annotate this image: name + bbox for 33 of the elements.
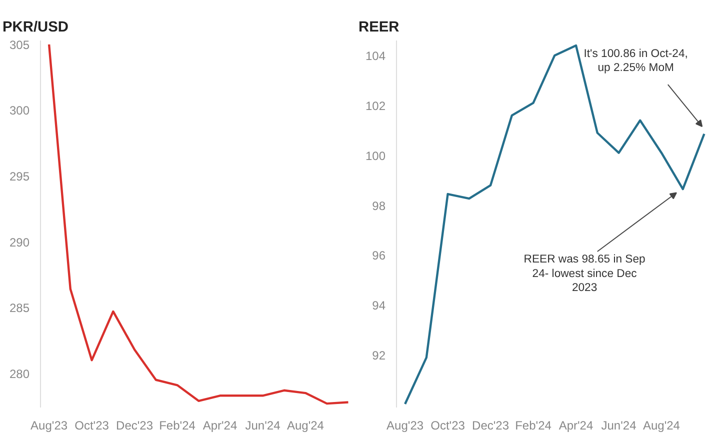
- y-tick-label: 285: [9, 301, 30, 316]
- x-tick-label: Aug'23: [30, 418, 68, 432]
- x-tick-label: Aug'24: [642, 418, 680, 432]
- y-tick-label: 280: [9, 366, 30, 381]
- chart-title: REER: [358, 20, 400, 36]
- x-tick-label: Feb'24: [159, 418, 196, 432]
- annotation: REER was 98.65 in Sep 24- lowest since Dec 2023: [524, 253, 646, 294]
- y-tick-label: 305: [9, 38, 30, 52]
- x-tick-label: Aug'24: [286, 418, 324, 432]
- x-tick-label: Apr'24: [202, 418, 238, 432]
- x-tick-label: Oct'23: [430, 418, 466, 432]
- x-tick-label: Dec'23: [116, 418, 154, 432]
- line-series: [404, 44, 706, 406]
- y-tick-label: 92: [372, 348, 386, 363]
- y-tick-label: 104: [365, 48, 386, 63]
- y-tick-label: 102: [365, 98, 386, 113]
- x-tick-label: Aug'23: [386, 418, 424, 432]
- y-tick-label: 295: [9, 169, 30, 184]
- x-tick-label: Dec'23: [472, 418, 510, 432]
- y-tick-label: 96: [372, 248, 386, 263]
- x-tick-label: Jun'24: [601, 418, 637, 432]
- y-tick-label: 94: [372, 298, 386, 313]
- x-tick-label: Apr'24: [558, 418, 594, 432]
- y-tick-label: 290: [9, 235, 30, 250]
- annotation: It's 100.86 in Oct-24, up 2.25% MoM: [584, 48, 688, 74]
- x-tick-label: Feb'24: [515, 418, 552, 432]
- line-series: [48, 43, 350, 405]
- x-tick-label: Jun'24: [245, 418, 281, 432]
- y-tick-label: 98: [372, 198, 386, 213]
- chart-title: PKR/USD: [2, 20, 68, 36]
- y-tick-label: 300: [9, 104, 30, 118]
- y-tick-label: 100: [365, 148, 386, 163]
- x-tick-label: Oct'23: [74, 418, 110, 432]
